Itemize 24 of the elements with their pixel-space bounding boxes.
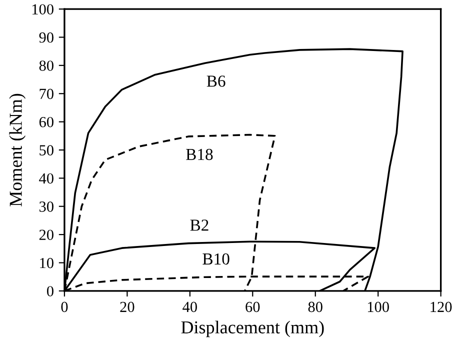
y-axis-title: Moment (kNm) <box>9 94 26 206</box>
y-tick-label: 80 <box>39 60 54 71</box>
x-tick-label: 100 <box>368 302 389 312</box>
y-tick-label: 90 <box>39 32 54 43</box>
x-tick-label: 40 <box>182 302 197 312</box>
y-tick-label: 0 <box>46 286 54 296</box>
y-tick-label: 40 <box>39 173 54 184</box>
x-tick-label: 120 <box>430 302 452 312</box>
series-label: B18 <box>186 148 213 160</box>
y-tick-label: 30 <box>40 202 54 212</box>
y-tick-label: 50 <box>40 145 54 156</box>
x-tick-label: 20 <box>120 302 134 312</box>
series-label: B6 <box>206 76 226 87</box>
series-label: B2 <box>190 220 208 231</box>
y-tick-label: 70 <box>40 88 54 100</box>
x-tick-label: 80 <box>308 302 322 312</box>
y-tick-label: 100 <box>32 4 54 14</box>
y-tick-label: 20 <box>39 230 54 240</box>
y-tick-label: 10 <box>40 258 54 268</box>
x-axis-title: Displacement (mm) <box>181 320 324 338</box>
series-label: B10 <box>202 253 230 265</box>
y-tick-label: 60 <box>39 116 54 128</box>
x-tick-label: 60 <box>246 302 260 312</box>
x-tick-label: 0 <box>61 302 68 312</box>
